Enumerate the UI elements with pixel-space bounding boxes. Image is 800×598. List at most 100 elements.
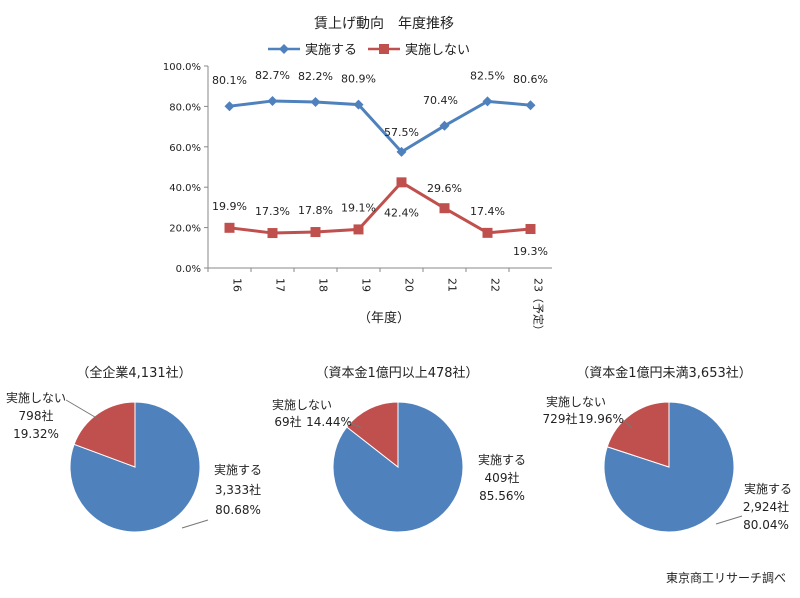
- data-label: 80.9%: [341, 73, 376, 86]
- legend-marker-do: [279, 44, 289, 54]
- pie-1-label-dont: 実施しない 798社 19.32%: [6, 390, 101, 441]
- y-tick-label: 100.0%: [163, 62, 201, 73]
- x-tick-label: 18: [317, 278, 330, 292]
- pie-2-dont-pct: 14.44%: [306, 415, 352, 429]
- data-label: 42.4%: [384, 206, 419, 219]
- y-tick-label: 40.0%: [169, 183, 201, 194]
- source-note: 東京商工リサーチ調べ: [666, 570, 786, 585]
- series-point: [482, 227, 493, 238]
- pie-3-slice-do: [603, 401, 735, 533]
- pie-2-do-count: 409社: [485, 470, 520, 485]
- pie-2: [332, 401, 464, 533]
- data-label: 70.4%: [423, 94, 458, 107]
- line-chart-title: 賃上げ動向 年度推移: [314, 16, 454, 32]
- y-tick-label: 60.0%: [169, 143, 201, 154]
- series-point: [482, 96, 493, 107]
- data-label: 57.5%: [384, 126, 419, 139]
- pie-3-leader-dont: [621, 418, 633, 429]
- series-point: [353, 224, 364, 235]
- pie-3-label-dont: 実施しない 729社 19.96%: [543, 394, 633, 429]
- pie-3-do-pct: 80.04%: [743, 518, 789, 532]
- pie-1-leader-do: [181, 519, 209, 529]
- x-tick-labels: 16 17 18 19 20 21 22 23（予定）: [207, 268, 546, 336]
- pie-2-slice-dont: [346, 401, 399, 469]
- data-label: 19.1%: [341, 201, 376, 214]
- pie-1-dont-count: 798社: [19, 408, 54, 423]
- series-point: [267, 95, 278, 106]
- pie-3-do-name: 実施する: [744, 481, 792, 496]
- x-tick-label: 17: [274, 278, 287, 292]
- pie-1-title: （全企業4,131社）: [76, 365, 191, 381]
- series-point: [353, 99, 364, 110]
- data-label: 80.1%: [212, 74, 247, 87]
- x-tick-label: 16: [231, 278, 244, 292]
- data-label: 82.7%: [255, 69, 290, 82]
- series-line-1: [229, 180, 531, 235]
- pie-3-dont-count: 729社: [543, 411, 578, 426]
- line-chart-legend: 実施する 実施しない: [268, 42, 470, 58]
- x-tick-label: 19: [360, 278, 373, 292]
- legend-label-dont: 実施しない: [405, 42, 470, 58]
- pie-1-slice-dont: [73, 401, 136, 468]
- pie-2-do-name: 実施する: [478, 452, 526, 467]
- line-series: [224, 95, 536, 239]
- pie-1-leader-dont: [65, 399, 101, 421]
- pie-3-dont-name: 実施しない: [546, 394, 606, 409]
- x-tick-label: 20: [403, 278, 416, 292]
- pie-2-do-pct: 85.56%: [479, 489, 525, 503]
- pie-1-label-do: 実施する 3,333社 80.68%: [181, 462, 262, 529]
- pie-3-dont-pct: 19.96%: [578, 412, 624, 426]
- x-axis-label: （年度）: [358, 310, 410, 326]
- data-label: 29.6%: [427, 182, 462, 195]
- series-point: [396, 146, 407, 157]
- series-line-0: [229, 99, 531, 154]
- pie-1-do-count: 3,333社: [215, 482, 261, 497]
- pie-1-dont-pct: 19.32%: [13, 427, 59, 441]
- y-tick-label: 20.0%: [169, 224, 201, 235]
- data-label: 19.9%: [212, 200, 247, 213]
- data-label: 82.5%: [470, 69, 505, 82]
- pie-3-do-count: 2,924社: [743, 499, 789, 514]
- pie-1: [69, 401, 201, 533]
- pie-2-dont-count: 69社: [274, 414, 301, 429]
- pie-2-label-do: 実施する 409社 85.56%: [478, 452, 526, 503]
- y-tick-labels: 0.0% 20.0% 40.0% 60.0% 80.0% 100.0%: [163, 62, 208, 275]
- series-point: [224, 101, 235, 112]
- series-point: [525, 100, 536, 111]
- series-point: [396, 177, 407, 188]
- series-point: [439, 203, 450, 214]
- data-label: 17.3%: [255, 205, 290, 218]
- pie-2-label-dont: 実施しない 69社 14.44%: [272, 397, 363, 429]
- y-tick-label: 0.0%: [176, 264, 201, 275]
- pie-1-do-name: 実施する: [214, 462, 262, 477]
- pie-3-label-do: 実施する 2,924社 80.04%: [715, 481, 792, 532]
- data-label: 17.4%: [470, 205, 505, 218]
- pie-3-title: （資本金1億円未満3,653社）: [576, 365, 752, 381]
- pie-2-dont-name: 実施しない: [272, 397, 332, 412]
- x-tick-label: 21: [446, 278, 459, 292]
- data-label: 82.2%: [298, 70, 333, 83]
- series-point: [310, 227, 321, 238]
- series-point: [439, 120, 450, 131]
- pie-3-slice-dont: [606, 401, 670, 468]
- legend-marker-dont: [379, 44, 389, 54]
- series-point: [525, 224, 536, 235]
- data-label: 17.8%: [298, 204, 333, 217]
- pie-3-leader-do: [715, 515, 743, 525]
- series-point: [267, 228, 278, 239]
- data-label: 19.3%: [513, 245, 548, 258]
- pie-1-dont-name: 実施しない: [6, 390, 66, 405]
- legend-label-do: 実施する: [305, 42, 357, 58]
- x-tick-label: 22: [489, 278, 502, 292]
- data-label: 80.6%: [513, 73, 548, 86]
- pie-2-leader-dont: [347, 421, 363, 429]
- series-point: [224, 222, 235, 233]
- series-point: [310, 96, 321, 107]
- pie-1-do-pct: 80.68%: [215, 503, 261, 517]
- pie-2-title: （資本金1億円以上478社）: [315, 365, 478, 381]
- y-tick-label: 80.0%: [169, 102, 201, 113]
- pie-3: [603, 401, 735, 533]
- x-tick-label: 23（予定）: [532, 278, 546, 336]
- data-labels: 80.1% 82.7% 82.2% 80.9% 57.5% 70.4% 82.5% 80.6%…: [212, 69, 548, 258]
